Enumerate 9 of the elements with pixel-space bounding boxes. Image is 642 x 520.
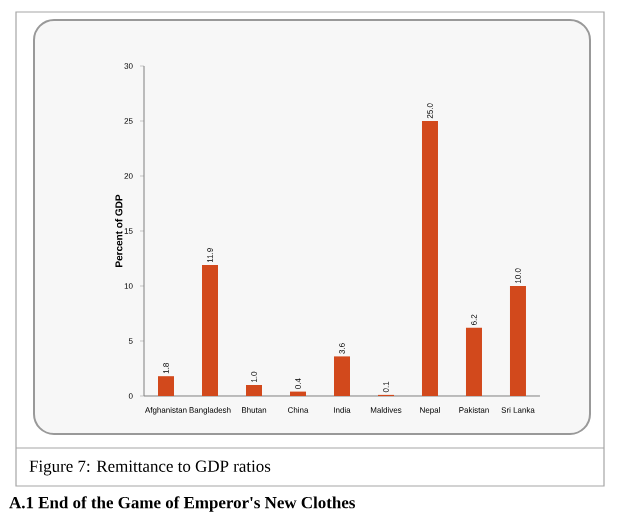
bar xyxy=(465,327,482,396)
bar xyxy=(509,286,526,396)
bar xyxy=(202,265,218,396)
caption: Figure 7: Remittance to GDP ratios xyxy=(29,460,271,476)
bar xyxy=(245,385,262,396)
text: A.1 End of the Game of Emperor's New Clothes xyxy=(9,496,356,512)
bar xyxy=(421,121,438,396)
bar xyxy=(158,376,174,396)
bar xyxy=(333,356,350,396)
